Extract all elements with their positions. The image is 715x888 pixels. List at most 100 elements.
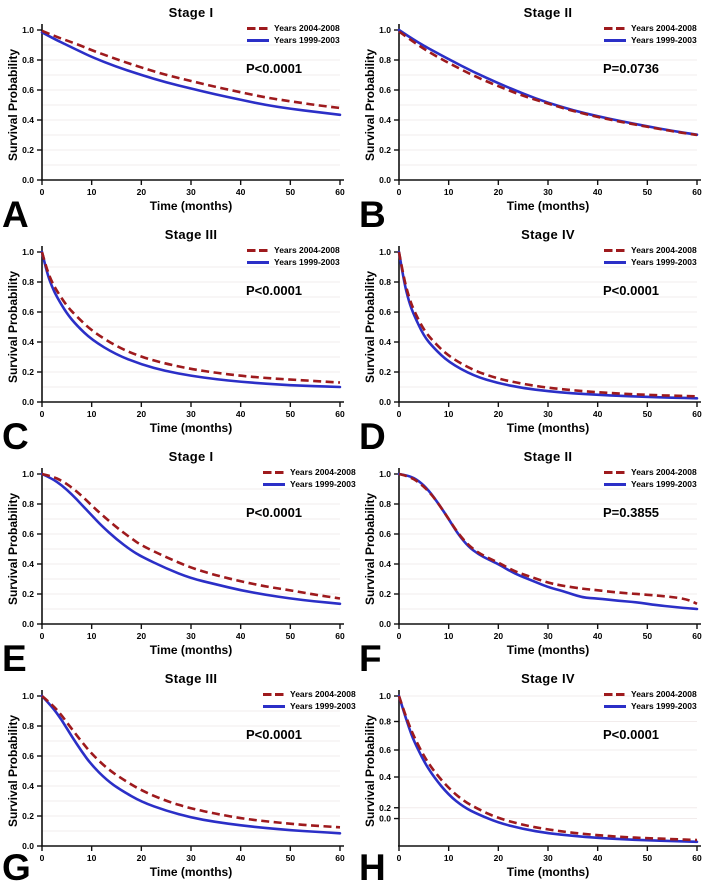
svg-text:0.2: 0.2 [22,589,34,599]
legend-label: Years 2004-2008 [631,467,697,477]
legend-item-2004-2008: Years 2004-2008 [604,245,697,255]
svg-text:30: 30 [543,853,553,863]
dashed-line-swatch [247,26,269,30]
svg-text:0.8: 0.8 [379,717,391,727]
svg-text:0.4: 0.4 [22,781,34,791]
legend-item-2004-2008: Years 2004-2008 [263,689,356,699]
panel-letter: E [2,638,27,679]
survival-plot: 1.00.80.60.40.20.00 10 20 30 40 50 60 [379,690,702,863]
svg-text:0.6: 0.6 [22,529,34,539]
svg-text:0: 0 [40,187,45,197]
svg-text:20: 20 [137,853,147,863]
dashed-line-swatch [247,248,269,252]
legend-label: Years 2004-2008 [631,23,697,33]
legend-item-1999-2003: Years 1999-2003 [604,257,697,267]
svg-text:0.4: 0.4 [22,115,34,125]
legend-label: Years 2004-2008 [290,467,356,477]
survival-plot: 1.00.80.60.40.20.00 10 20 30 40 50 60 [22,690,345,863]
svg-text:0.4: 0.4 [379,115,391,125]
x-axis-label: Time (months) [149,199,233,213]
legend-item-2004-2008: Years 2004-2008 [604,467,697,477]
svg-text:50: 50 [286,631,296,641]
svg-text:0.0: 0.0 [22,619,34,629]
svg-text:0.2: 0.2 [379,803,391,813]
x-axis-label: Time (months) [506,199,590,213]
svg-text:20: 20 [494,631,504,641]
legend-item-1999-2003: Years 1999-2003 [604,479,697,489]
solid-line-swatch [263,482,285,486]
svg-text:50: 50 [286,187,296,197]
legend-label: Years 1999-2003 [290,701,356,711]
svg-text:60: 60 [335,409,345,419]
svg-text:0: 0 [40,853,45,863]
svg-text:0.6: 0.6 [22,85,34,95]
dashed-line-swatch [604,692,626,696]
svg-text:40: 40 [236,409,246,419]
svg-text:1.0: 1.0 [22,469,34,479]
p-value: P<0.0001 [246,283,303,298]
dashed-line-swatch [604,470,626,474]
legend-label: Years 1999-2003 [631,701,697,711]
svg-text:0.0: 0.0 [22,841,34,851]
survival-plot: 1.00.80.60.40.20.00 10 20 30 40 50 60 [22,246,345,419]
legend-label: Years 2004-2008 [290,689,356,699]
svg-text:1.0: 1.0 [379,25,391,35]
legend: Years 2004-2008 Years 1999-2003 [604,467,697,489]
svg-text:10: 10 [87,853,97,863]
svg-text:40: 40 [593,187,603,197]
x-axis-label: Time (months) [506,421,590,435]
legend: Years 2004-2008 Years 1999-2003 [263,467,356,489]
svg-text:0.8: 0.8 [22,499,34,509]
svg-text:30: 30 [543,409,553,419]
svg-text:0.0: 0.0 [22,175,34,185]
legend-item-1999-2003: Years 1999-2003 [247,257,340,267]
survival-panel: 1.0 0.8 0.6 0.4 0.2 0.0 0 10 20 30 40 50 60 Stage I … [0,0,357,233]
survival-plot: 1.00.80.60.40.20.00 10 20 30 40 50 60 [22,468,345,641]
svg-text:50: 50 [643,187,653,197]
legend-item-1999-2003: Years 1999-2003 [263,701,356,711]
svg-text:1.0: 1.0 [22,25,34,35]
svg-text:10: 10 [87,409,97,419]
svg-text:1.0: 1.0 [22,691,34,701]
svg-text:30: 30 [543,631,553,641]
y-axis-label: Survival Probability [6,270,20,384]
svg-text:1.0: 1.0 [22,247,34,257]
p-value: P<0.0001 [246,727,303,742]
solid-line-swatch [263,704,285,708]
survival-panel: 1.0 0.8 0.6 0.4 0.2 0.0 0 10 20 30 40 50 60 Stage IV… [357,222,715,455]
svg-text:30: 30 [186,187,196,197]
y-axis-label: Survival Probability [6,492,20,606]
panel-letter: H [359,847,386,888]
svg-text:0.0: 0.0 [22,397,34,407]
svg-text:0.8: 0.8 [22,277,34,287]
solid-line-swatch [247,38,269,42]
svg-text:20: 20 [137,409,147,419]
legend-item-2004-2008: Years 2004-2008 [263,467,356,477]
svg-text:60: 60 [692,853,702,863]
svg-text:0.2: 0.2 [22,367,34,377]
legend-item-2004-2008: Years 2004-2008 [604,23,697,33]
svg-text:0.2: 0.2 [22,811,34,821]
svg-text:0: 0 [397,853,402,863]
svg-text:60: 60 [335,631,345,641]
svg-text:0.6: 0.6 [22,751,34,761]
svg-text:30: 30 [186,853,196,863]
legend-item-1999-2003: Years 1999-2003 [604,701,697,711]
svg-text:0.4: 0.4 [379,337,391,347]
svg-text:10: 10 [87,631,97,641]
svg-text:20: 20 [494,853,504,863]
p-value: P<0.0001 [603,283,660,298]
legend: Years 2004-2008 Years 1999-2003 [604,23,697,45]
solid-line-swatch [604,482,626,486]
svg-text:30: 30 [543,187,553,197]
legend-label: Years 2004-2008 [631,689,697,699]
svg-text:0: 0 [397,631,402,641]
legend-label: Years 1999-2003 [274,257,340,267]
svg-text:20: 20 [494,187,504,197]
dashed-line-swatch [604,26,626,30]
svg-text:0.0: 0.0 [379,397,391,407]
svg-text:10: 10 [444,853,454,863]
svg-text:0.2: 0.2 [22,145,34,155]
svg-text:0.4: 0.4 [22,559,34,569]
